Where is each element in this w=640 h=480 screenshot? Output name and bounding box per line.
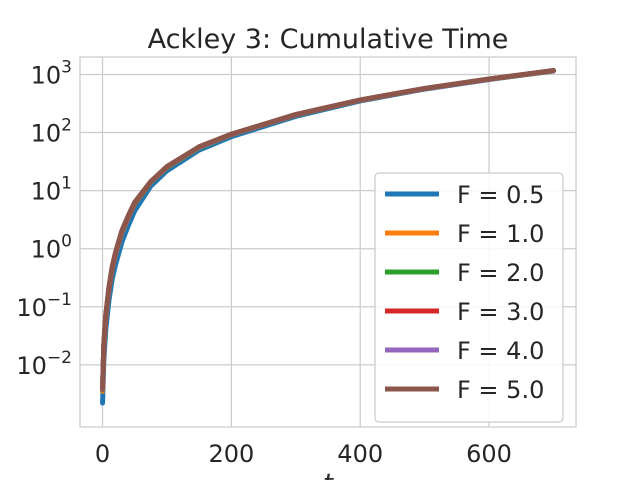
- x-tick-label: 0: [95, 440, 110, 468]
- legend-label: F = 0.5: [457, 181, 544, 209]
- x-tick-label: 600: [466, 440, 512, 468]
- plot-area-frame: [79, 56, 577, 428]
- y-tick-label: 100: [31, 232, 72, 264]
- series-line-6: [100, 68, 556, 391]
- legend-label: F = 5.0: [457, 376, 544, 404]
- x-axis-ticks: 0 200 400 600: [95, 440, 512, 468]
- y-tick-label: 102: [31, 116, 72, 148]
- chart-title: Ackley 3: Cumulative Time: [148, 24, 509, 55]
- x-tick-label: 400: [337, 440, 383, 468]
- legend-label: F = 4.0: [457, 337, 544, 365]
- y-tick-label: 10−2: [16, 348, 72, 380]
- y-tick-label: 101: [31, 174, 72, 206]
- legend-label: F = 1.0: [457, 220, 544, 248]
- series-lines: [100, 68, 556, 406]
- legend-label: F = 3.0: [457, 298, 544, 326]
- y-axis-ticks: 10−2 10−1 100 101 102 103: [16, 57, 72, 379]
- y-tick-label: 103: [31, 57, 72, 89]
- x-axis-label: t: [323, 469, 334, 480]
- legend-label: F = 2.0: [457, 259, 544, 287]
- x-tick-label: 200: [208, 440, 254, 468]
- y-tick-label: 10−1: [16, 290, 72, 322]
- chart-legend: F = 0.5 F = 1.0 F = 2.0 F = 3.0 F = 4.0 F = 5…: [374, 172, 564, 423]
